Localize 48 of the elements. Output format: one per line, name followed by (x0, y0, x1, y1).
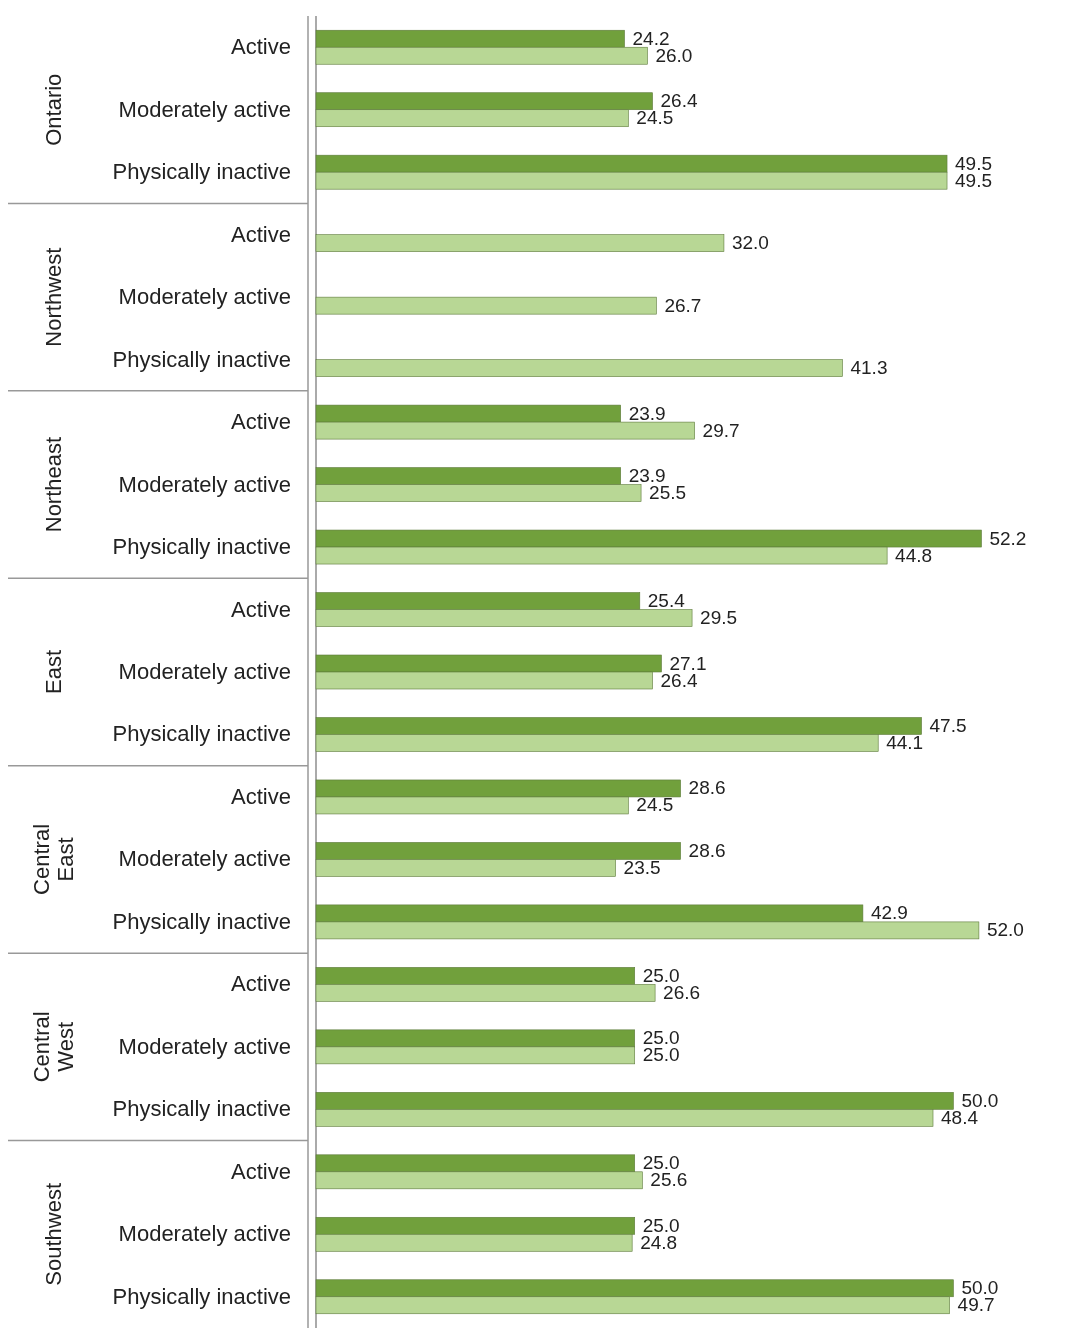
y-tick-label: Physically inactive (112, 159, 291, 185)
y-tick-label: Physically inactive (112, 1283, 291, 1309)
y-tick-label: Active (231, 1158, 291, 1184)
text: East (41, 649, 66, 695)
y-tick-label: Active (231, 971, 291, 997)
text: Ontario (41, 73, 66, 146)
data-label: 47.5 (929, 714, 967, 736)
bar (315, 296, 657, 315)
text: Northwest (41, 247, 66, 347)
data-label: 23.9 (628, 402, 666, 424)
y-tick-label: Moderately active (118, 659, 291, 684)
bar (315, 359, 843, 377)
y-tick-label: Active (231, 596, 291, 622)
data-label: 42.9 (870, 902, 908, 924)
y-tick-label: Active (231, 34, 291, 60)
data-label: 32.0 (731, 232, 769, 254)
text: Southwest (41, 1182, 66, 1286)
y-tick-label: Moderately active (118, 1033, 291, 1059)
y-tick-label: Moderately active (118, 96, 291, 122)
y-tick-label: Active (231, 221, 291, 247)
text: Central East (29, 823, 78, 895)
y-tick-label: Physically inactive (112, 908, 291, 934)
y-tick-label: Physically inactive (112, 346, 291, 372)
y-tick-label: Physically inactive (112, 721, 291, 747)
y-tick-label: Physically inactive (112, 1096, 291, 1122)
y-tick-label: Physically inactive (112, 534, 291, 560)
y-tick-label: Moderately active (118, 1221, 291, 1247)
data-label: 26.7 (664, 294, 702, 316)
y-tick-label: Moderately active (118, 471, 291, 497)
data-label: 52.0 (986, 919, 1024, 941)
text: Central West (29, 1011, 78, 1083)
y-tick-label: Active (231, 783, 291, 809)
text: Northeast (41, 436, 66, 533)
data-label: 25.4 (647, 590, 686, 612)
bar (315, 234, 725, 252)
data-label: 24.5 (636, 794, 674, 816)
y-tick-label: Moderately active (118, 284, 291, 310)
data-label: 29.5 (700, 607, 738, 629)
data-label: 28.6 (688, 777, 726, 799)
y-tick-label: Moderately active (118, 846, 291, 872)
data-label: 28.6 (688, 839, 726, 861)
data-label: 41.3 (850, 357, 888, 379)
data-label: 23.5 (623, 856, 661, 878)
data-label: 52.2 (989, 527, 1027, 549)
data-label: 29.7 (702, 419, 740, 441)
y-tick-label: Active (231, 409, 291, 435)
data-label: 44.8 (895, 544, 933, 566)
data-label: 44.1 (886, 731, 924, 753)
